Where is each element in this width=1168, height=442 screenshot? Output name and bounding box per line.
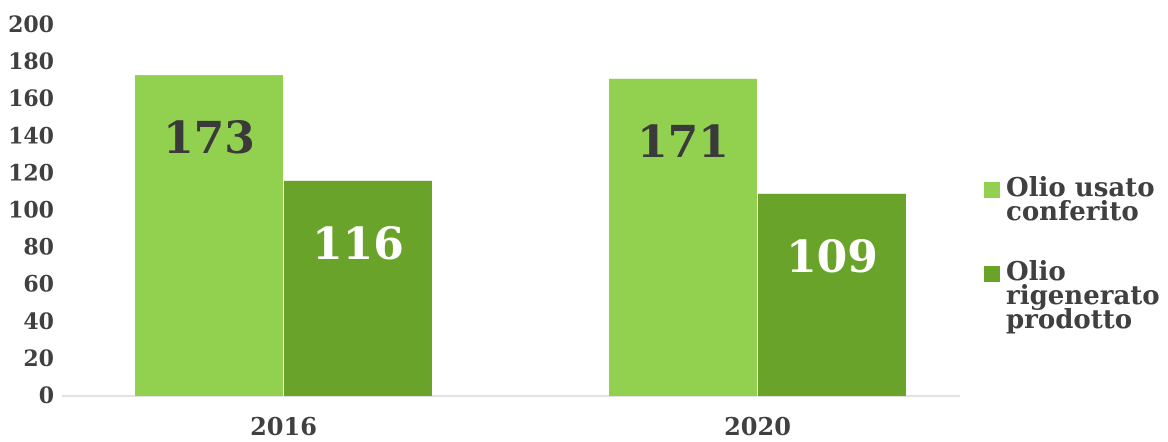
- y-tick-label: 100: [8, 198, 54, 224]
- x-tick-label: 2016: [250, 412, 317, 441]
- y-tick-label: 140: [8, 123, 54, 149]
- y-tick-label: 20: [23, 346, 54, 372]
- y-tick-label: 160: [8, 86, 54, 112]
- legend-label: Olio: [1006, 257, 1066, 287]
- y-tick-label: 180: [8, 49, 54, 75]
- legend-swatch: [984, 266, 1000, 282]
- legend-label: conferito: [1006, 197, 1139, 227]
- x-tick-label: 2020: [724, 412, 791, 441]
- y-axis: 0 20 40 60 80 100 120 140 160 180 200: [8, 12, 54, 409]
- legend-swatch: [984, 182, 1000, 198]
- bar-olio-rigenerato-2016: [284, 180, 432, 396]
- x-axis: 2016 2020: [250, 412, 791, 441]
- y-tick-label: 60: [23, 272, 54, 298]
- bar-olio-rigenerato-2020: [758, 193, 906, 396]
- data-label: 109: [786, 232, 878, 283]
- legend-label: prodotto: [1006, 305, 1132, 335]
- y-tick-label: 40: [23, 309, 54, 335]
- data-label: 116: [312, 219, 404, 270]
- data-label: 173: [163, 113, 255, 164]
- bar-group: 173 116 171 109: [135, 75, 906, 397]
- bar-olio-usato-2016: [135, 75, 283, 397]
- y-tick-label: 80: [23, 235, 54, 261]
- legend-label: rigenerato: [1006, 281, 1160, 311]
- y-tick-label: 0: [39, 383, 54, 409]
- data-label: 171: [637, 117, 729, 168]
- y-tick-label: 120: [8, 160, 54, 186]
- legend-label: Olio usato: [1006, 173, 1155, 203]
- bar-olio-usato-2020: [609, 78, 757, 397]
- y-tick-label: 200: [8, 12, 54, 38]
